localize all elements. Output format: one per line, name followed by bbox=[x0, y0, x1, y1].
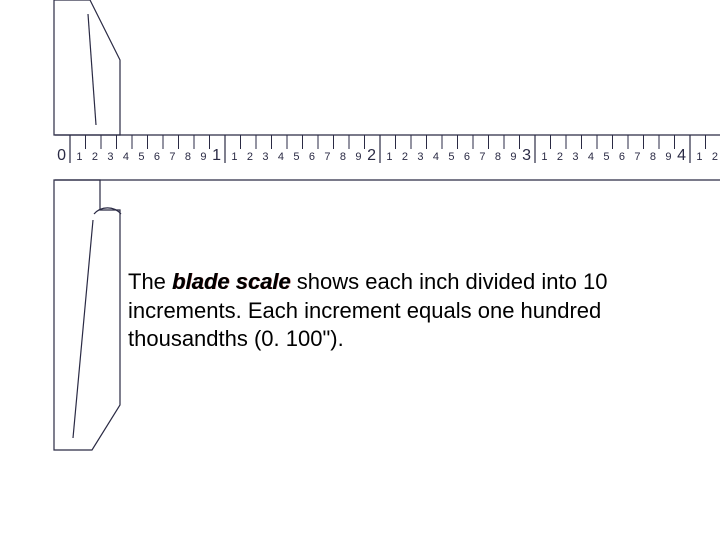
stage: 0123456789112345678921234567893123456789… bbox=[0, 0, 720, 540]
sub-label: 7 bbox=[324, 151, 330, 163]
caption-keyword: blade scale bbox=[172, 269, 291, 294]
sub-label: 4 bbox=[123, 151, 129, 163]
jaw-top-outline bbox=[54, 0, 120, 135]
sub-label: 7 bbox=[169, 151, 175, 163]
sub-label: 8 bbox=[185, 151, 191, 163]
sub-label: 3 bbox=[572, 151, 578, 163]
sub-label: 2 bbox=[712, 151, 718, 163]
sub-label: 1 bbox=[76, 151, 82, 163]
jaw-top-edge bbox=[88, 14, 96, 125]
inch-label: 0 bbox=[57, 147, 66, 164]
inch-label: 2 bbox=[367, 147, 376, 164]
sub-label: 6 bbox=[619, 151, 625, 163]
sub-label: 7 bbox=[479, 151, 485, 163]
caption-pre: The bbox=[128, 269, 172, 294]
sub-label: 4 bbox=[278, 151, 284, 163]
sub-label: 5 bbox=[603, 151, 609, 163]
sub-label: 1 bbox=[541, 151, 547, 163]
sub-label: 3 bbox=[417, 151, 423, 163]
sub-label: 2 bbox=[247, 151, 253, 163]
caption: The blade scale shows each inch divided … bbox=[128, 268, 698, 354]
sub-label: 7 bbox=[634, 151, 640, 163]
sub-label: 9 bbox=[200, 151, 206, 163]
sub-label: 9 bbox=[665, 151, 671, 163]
sub-label: 9 bbox=[355, 151, 361, 163]
sub-label: 1 bbox=[696, 151, 702, 163]
sub-label: 6 bbox=[309, 151, 315, 163]
sub-label: 4 bbox=[433, 151, 439, 163]
sub-label: 1 bbox=[386, 151, 392, 163]
inch-label: 4 bbox=[677, 147, 686, 164]
sub-label: 3 bbox=[262, 151, 268, 163]
sub-label: 2 bbox=[402, 151, 408, 163]
sub-label: 1 bbox=[231, 151, 237, 163]
sub-label: 5 bbox=[138, 151, 144, 163]
sub-label: 5 bbox=[293, 151, 299, 163]
inch-label: 1 bbox=[212, 147, 221, 164]
sub-label: 9 bbox=[510, 151, 516, 163]
sub-label: 6 bbox=[154, 151, 160, 163]
sub-label: 2 bbox=[557, 151, 563, 163]
sub-label: 6 bbox=[464, 151, 470, 163]
sub-label: 2 bbox=[92, 151, 98, 163]
sub-label: 8 bbox=[650, 151, 656, 163]
sub-label: 8 bbox=[495, 151, 501, 163]
sub-label: 4 bbox=[588, 151, 594, 163]
sub-label: 8 bbox=[340, 151, 346, 163]
sub-label: 5 bbox=[448, 151, 454, 163]
jaw-bot-edge bbox=[73, 220, 93, 438]
jaw-bot-outline bbox=[54, 180, 120, 450]
jaw-bot-arc bbox=[94, 208, 121, 214]
inch-label: 3 bbox=[522, 147, 531, 164]
sub-label: 3 bbox=[107, 151, 113, 163]
